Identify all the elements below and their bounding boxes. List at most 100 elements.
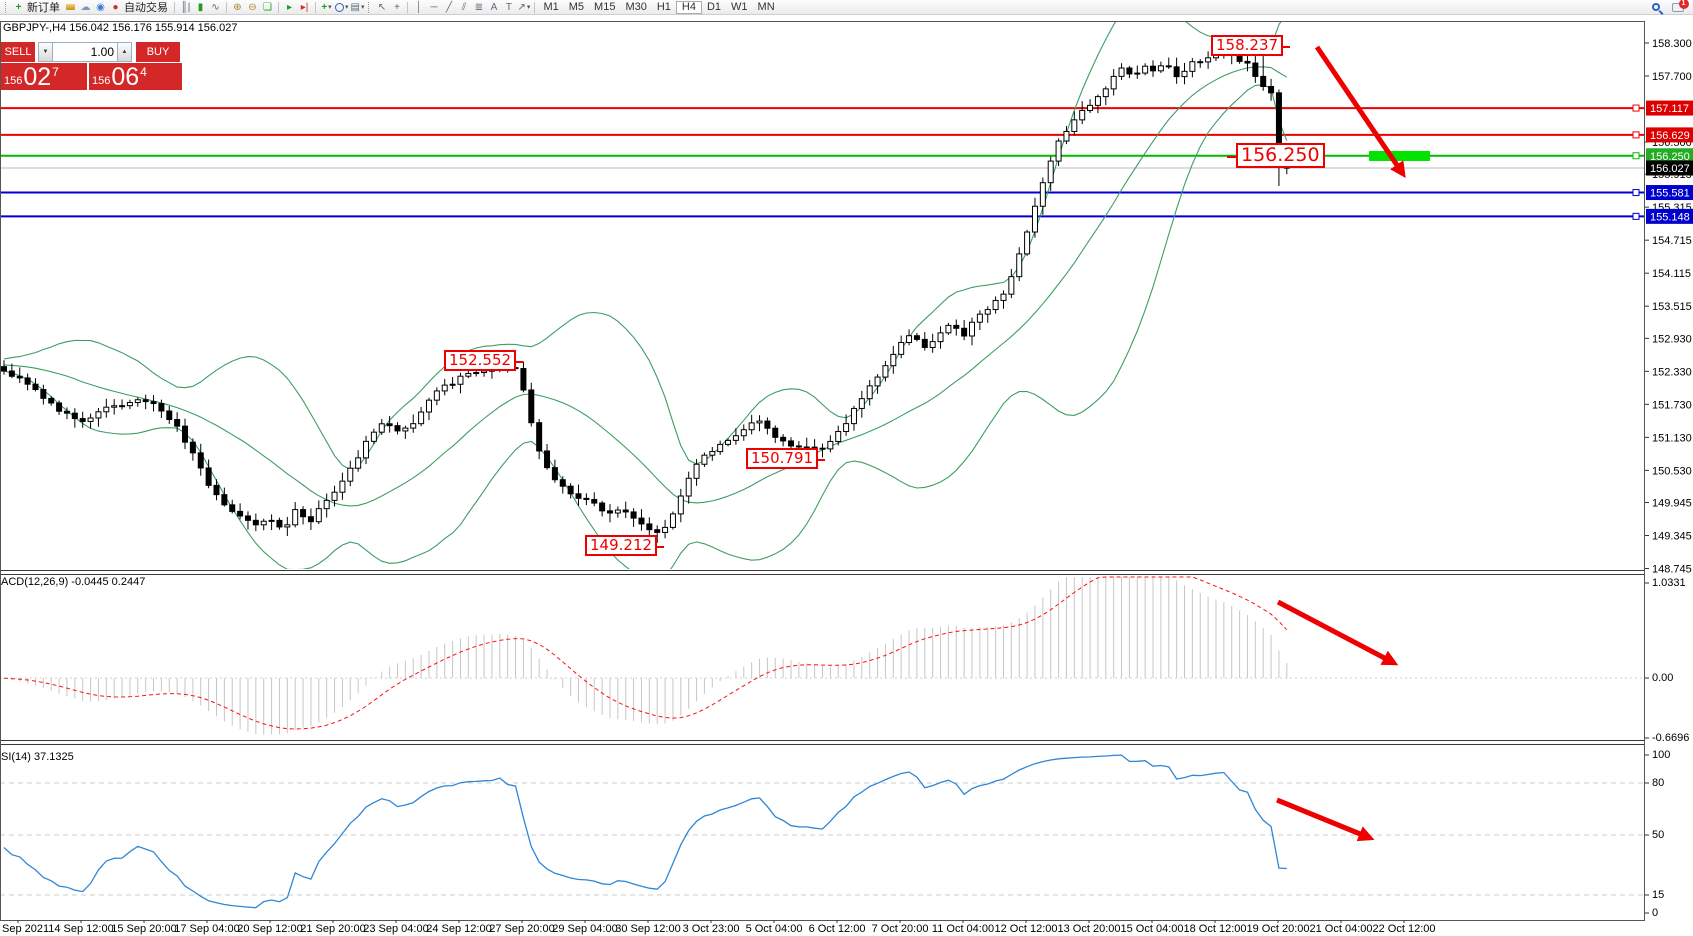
timeframe-W1[interactable]: W1 (731, 0, 748, 13)
toolbar-separator (174, 1, 175, 13)
timeframe-MN[interactable]: MN (757, 0, 775, 13)
time-axis-label: 19 Oct 20:00 (1247, 923, 1310, 935)
volume-increase-button[interactable]: ▲ (117, 42, 132, 62)
templates-icon[interactable]: ▤ ▾ (350, 1, 365, 13)
toolbar-separator (278, 1, 279, 13)
bid-pip-digit: 7 (52, 65, 59, 79)
arrows-tool-icon[interactable]: ↗ ▾ (517, 1, 531, 13)
bar-chart-icon[interactable]: ║| (180, 1, 191, 13)
line-handle (1632, 131, 1640, 139)
trendline-tool-icon[interactable]: ╱ (445, 1, 452, 13)
rsi-axis-tick: 15 (1652, 889, 1664, 901)
candlestick-chart-icon[interactable]: ▮ (197, 1, 204, 13)
time-axis-label: 17 Sep 04:00 (174, 923, 239, 935)
rsi-axis-tick: 100 (1652, 749, 1670, 761)
ask-prefix: 156 (92, 75, 111, 87)
timeframe-D1[interactable]: D1 (706, 0, 722, 13)
svg-text:155.581: 155.581 (1650, 188, 1690, 200)
search-icon[interactable] (1649, 1, 1662, 14)
notification-badge: 1 (1678, 0, 1689, 9)
time-axis-label: 7 Oct 20:00 (872, 923, 929, 935)
timeframe-H1[interactable]: H1 (656, 0, 671, 13)
time-axis-label: 5 Oct 04:00 (746, 923, 803, 935)
volume-decrease-button[interactable]: ▼ (38, 42, 53, 62)
time-axis-label: 27 Sep 20:00 (489, 923, 554, 935)
toolbar-grip[interactable] (368, 1, 371, 13)
time-axis-label: 15 Sep 20:00 (111, 923, 176, 935)
line-chart-icon[interactable]: ∿ (211, 1, 220, 13)
macd-axis-tick: -0.6696 (1652, 732, 1689, 744)
auto-scroll-icon[interactable]: ▸ (286, 1, 293, 13)
quote-row: 156 02 7 156 06 4 (1, 63, 183, 90)
price-axis-tick: 157.700 (1652, 71, 1692, 83)
timeframe-M5[interactable]: M5 (568, 0, 585, 13)
ask-quote[interactable]: 156 06 4 (89, 63, 182, 90)
annotations-highlight (1369, 151, 1430, 161)
channel-tool-icon[interactable]: ⫽ (461, 1, 467, 13)
new-order-icon[interactable]: + (15, 1, 22, 13)
tile-windows-icon[interactable]: ❏ (263, 1, 272, 13)
svg-text:155.148: 155.148 (1650, 211, 1690, 223)
price-axis-tick: 148.745 (1652, 564, 1692, 576)
time-axis-label: 21 Sep 20:00 (300, 923, 365, 935)
svg-text:156.629: 156.629 (1650, 130, 1690, 142)
svg-text:156.250: 156.250 (1650, 151, 1690, 163)
timeframe-M30[interactable]: M30 (625, 0, 647, 13)
time-axis-label: 14 Sep 12:00 (48, 923, 113, 935)
price-axis-chip-155.581: 155.581 (1646, 185, 1693, 201)
down-trend-arrow[interactable] (1276, 797, 1375, 842)
crosshair-icon[interactable]: + (394, 1, 400, 13)
autotrading-icon[interactable]: ● (112, 1, 119, 13)
price-axis-tick: 154.715 (1652, 235, 1692, 247)
line-handle (1632, 212, 1640, 220)
price-axis-tick: 149.945 (1652, 498, 1692, 510)
zoom-out-icon[interactable]: ⊖ (248, 1, 257, 13)
macd-axis-tick: 0.00 (1652, 672, 1673, 684)
one-click-trading-panel: SELL ▼ 1.00 ▲ BUY 156 02 7 156 06 4 (1, 42, 183, 90)
timeframe-M15[interactable]: M15 (594, 0, 616, 13)
buy-button[interactable]: BUY (136, 42, 180, 62)
chat-icon[interactable]: 1 (1671, 0, 1689, 14)
chart-shift-icon[interactable]: ▸| (300, 1, 309, 13)
bid-quote[interactable]: 156 02 7 (1, 63, 87, 90)
vertical-line-tool-icon[interactable]: │ (415, 1, 423, 13)
autotrading-label[interactable]: 自动交易 (124, 2, 168, 14)
toolbar-separator (315, 1, 316, 13)
periods-icon[interactable]: ▾ (335, 1, 349, 14)
toolbar-separator (226, 1, 227, 13)
price-axis-chip-155.148: 155.148 (1646, 208, 1693, 224)
signals-icon[interactable]: ◉ (96, 1, 105, 13)
macd-histogram (3, 577, 1288, 735)
time-axis-label: Sep 2021 (2, 923, 49, 935)
macd-indicator-label: ACD(12,26,9) -0.0445 0.2447 (1, 576, 146, 588)
price-axis-chip-156.027: 156.027 (1646, 160, 1693, 176)
green-highlight-bar[interactable] (1369, 151, 1430, 161)
trend-arrows (1276, 45, 1406, 842)
zoom-in-icon[interactable]: ⊕ (233, 1, 242, 13)
cursor-icon[interactable]: ↖ (377, 1, 387, 13)
timeframe-H4[interactable]: H4 (675, 0, 702, 14)
bb-upper-band (3, 22, 1282, 471)
new-order-label[interactable]: 新订单 (27, 2, 60, 14)
fibonacci-tool-icon[interactable]: ≣ (474, 1, 484, 13)
horizontal-line-tool-icon[interactable]: ─ (430, 1, 438, 13)
time-axis-label: 23 Sep 04:00 (363, 923, 428, 935)
price-axis-tick: 149.345 (1652, 531, 1692, 543)
indicators-icon[interactable]: + ▾ (321, 1, 332, 13)
sell-button[interactable]: SELL (1, 42, 35, 62)
trade-controls-row: SELL ▼ 1.00 ▲ BUY (1, 42, 183, 62)
price-axis-tick: 154.115 (1652, 268, 1691, 280)
time-axis-label: 18 Oct 12:00 (1184, 923, 1247, 935)
down-trend-arrow[interactable] (1314, 45, 1406, 178)
cloud-icon[interactable]: ☁ (80, 1, 91, 13)
volume-input[interactable]: 1.00 (53, 42, 117, 62)
down-trend-arrow[interactable] (1276, 599, 1399, 666)
market-watch-icon[interactable] (64, 1, 77, 14)
timeframe-M1[interactable]: M1 (543, 0, 559, 13)
text-tool-icon[interactable]: A (490, 1, 498, 13)
rsi (3, 754, 1287, 909)
text-label-tool-icon[interactable]: T (505, 1, 513, 13)
toolbar-grip[interactable] (5, 1, 8, 13)
